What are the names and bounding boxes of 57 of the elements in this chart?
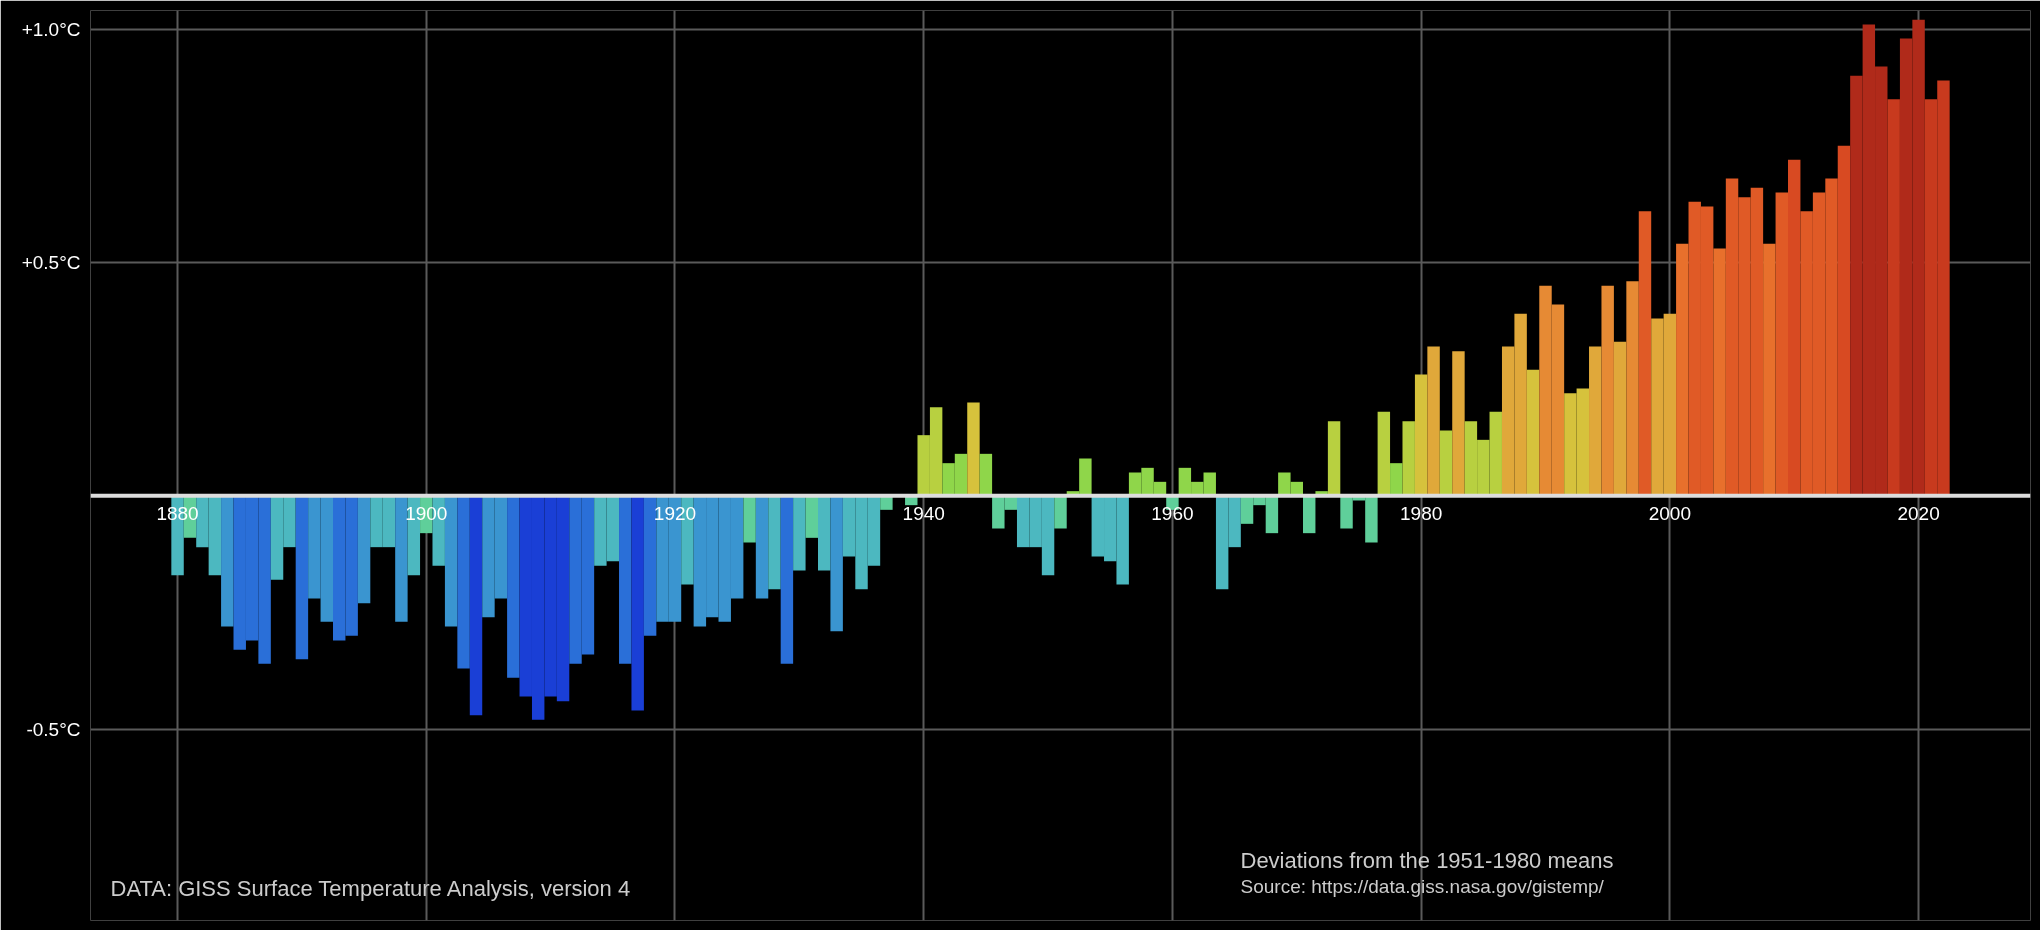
bar [1390,463,1403,496]
y-tick-label: +1.0°C [21,18,81,40]
bar [1887,99,1900,496]
bar [1303,495,1316,534]
bar [979,453,993,496]
bar [1626,281,1639,496]
bar [1713,248,1726,496]
bar [1676,243,1689,496]
bar [1427,346,1440,496]
bar [1788,159,1801,496]
bar [768,495,781,590]
bar [631,495,644,711]
bar [469,495,483,716]
x-tick-label: 2000 [1648,502,1692,524]
bar [395,495,408,622]
bar [1054,495,1067,529]
bar [1439,430,1453,496]
bar [1837,145,1851,496]
y-tick-label: -0.5°C [26,718,81,740]
x-tick-label: 2020 [1897,502,1940,524]
x-tick-label: 1900 [405,502,448,524]
bar [743,495,756,543]
bar [805,495,818,538]
bar [643,495,657,636]
bar [1526,369,1540,496]
bar [1763,243,1776,496]
bar [1402,421,1415,496]
bar [357,495,371,604]
bar [830,495,843,632]
bar [1601,285,1614,496]
annotation: Deviations from the 1951-1980 means [1240,847,1614,873]
bar [1589,346,1602,496]
bar [507,495,520,678]
bar [793,495,806,571]
bar [457,495,470,669]
x-tick-label: 1960 [1151,502,1194,524]
bar [1638,211,1652,496]
bar [1775,192,1788,496]
annotation: DATA: GISS Surface Temperature Analysis, version 4 [110,875,631,901]
bar [1377,411,1391,496]
bar [880,495,893,510]
bar [295,495,309,660]
annotation: Source: https://data.giss.nasa.gov/gistemp/ [1240,875,1605,897]
bar [1414,374,1428,496]
bar [619,495,632,664]
x-tick-label: 1920 [653,502,697,524]
bar [1613,341,1627,496]
bar [1452,351,1465,496]
bar [780,495,794,664]
bar [1327,421,1341,496]
x-tick-label: 1940 [902,502,945,524]
bar [755,495,769,599]
bar [818,495,831,571]
y-tick-label: +0.5°C [21,252,81,273]
bar [221,495,234,627]
x-tick-label: 1980 [1400,502,1443,524]
bar [967,402,980,496]
